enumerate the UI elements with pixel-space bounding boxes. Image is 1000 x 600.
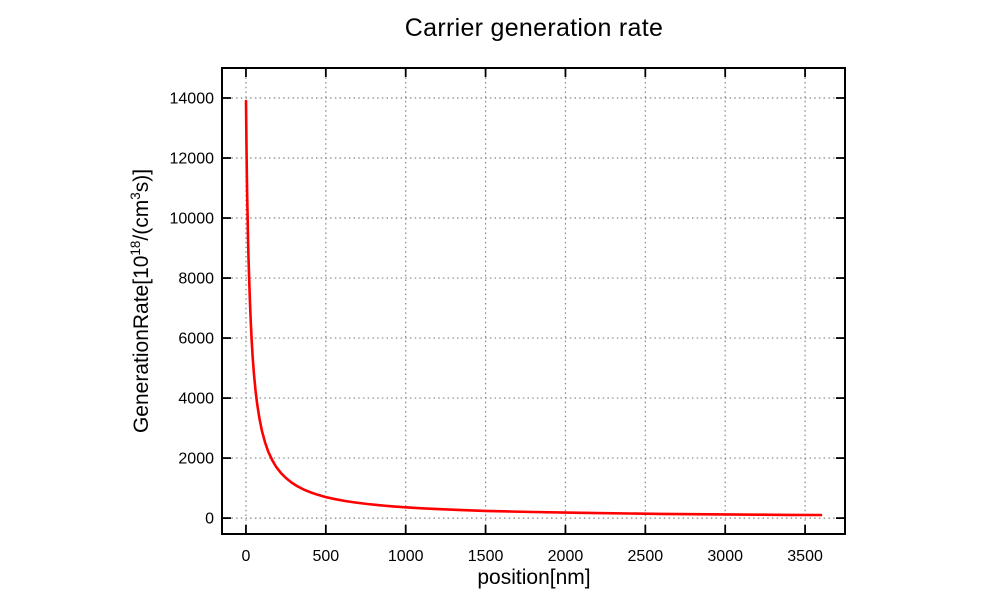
y-axis-label-text: /(cm: [130, 199, 153, 241]
x-tick-label: 500: [312, 548, 339, 565]
y-axis-label-superscript-18: 18: [128, 240, 143, 256]
x-tick-label: 1500: [468, 548, 504, 565]
grid-lines: [222, 68, 845, 534]
y-tick-label: 2000: [178, 451, 214, 468]
y-tick-label: 8000: [178, 271, 214, 288]
y-tick-label: 14000: [170, 91, 215, 108]
y-tick-label: 4000: [178, 391, 214, 408]
x-tick-label: 2000: [548, 548, 584, 565]
x-tick-label: 2500: [628, 548, 664, 565]
x-axis-label: position[nm]: [477, 566, 591, 589]
x-tick-label: 1000: [388, 548, 424, 565]
generation-rate-curve: [244, 99, 823, 517]
y-tick-label: 12000: [170, 151, 215, 168]
y-tick-labels: 0 2000 4000 6000 8000 10000 12000 14000: [170, 91, 215, 528]
y-tick-label: 10000: [170, 211, 215, 228]
y-tick-label: 0: [205, 511, 214, 528]
x-tick-label: 0: [242, 548, 251, 565]
y-axis-label-superscript-3: 3: [128, 192, 143, 200]
chart-title: Carrier generation rate: [404, 14, 664, 42]
tick-marks: [222, 68, 845, 534]
y-axis-label-text: s)]: [130, 168, 153, 193]
x-tick-label: 3500: [787, 548, 823, 565]
x-tick-labels: 0 500 1000 1500 2000 2500 3000 3500: [242, 548, 823, 565]
y-tick-label: 6000: [178, 331, 214, 348]
y-axis-label-text: GenerationRate[10: [130, 255, 153, 434]
plot-border: [221, 67, 846, 535]
y-axis-label: GenerationRate[1018/(cm3s)]: [128, 168, 154, 434]
x-tick-label: 3000: [707, 548, 743, 565]
